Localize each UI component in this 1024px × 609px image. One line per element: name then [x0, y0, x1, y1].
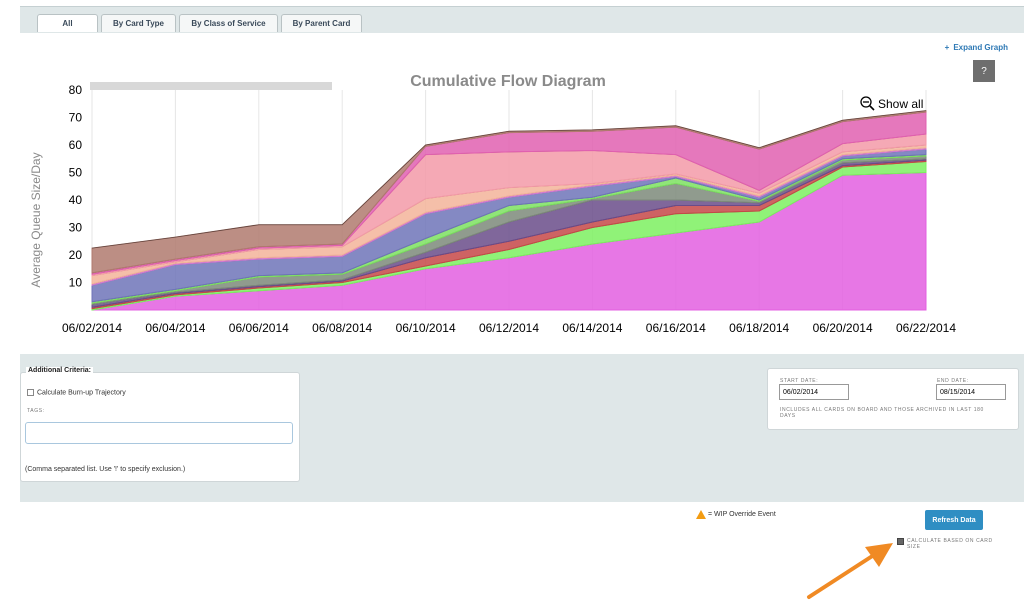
x-tick-label: 06/20/2014 [813, 321, 873, 335]
chart-title: Cumulative Flow Diagram [410, 73, 606, 90]
show-all-label: Show all [878, 97, 923, 111]
y-axis-label: Average Queue Size/Day [29, 152, 43, 287]
card-size-option[interactable]: CALCULATE BASED ON CARD SIZE [897, 538, 1007, 550]
y-tick-label: 40 [69, 193, 83, 207]
tab-by-card-type[interactable]: By Card Type [101, 14, 176, 32]
x-tick-label: 06/06/2014 [229, 321, 289, 335]
end-date-label: END DATE: [937, 378, 969, 384]
tab-all[interactable]: All [37, 14, 98, 32]
y-tick-label: 30 [69, 221, 83, 235]
expand-graph-link[interactable]: + Expand Graph [945, 43, 1008, 52]
cumulative-flow-chart: Cumulative Flow Diagram Average Queue Si… [29, 73, 956, 335]
card-size-checkbox[interactable] [897, 538, 904, 545]
burnup-label: Calculate Burn-up Trajectory [37, 389, 126, 397]
plus-icon: + [944, 43, 950, 52]
expand-graph-label: Expand Graph [953, 43, 1008, 52]
end-date-input[interactable]: 08/15/2014 [936, 384, 1006, 400]
burnup-checkbox[interactable] [27, 389, 34, 396]
range-scroller[interactable] [90, 82, 332, 90]
burnup-option[interactable]: Calculate Burn-up Trajectory [27, 389, 126, 396]
y-tick-label: 70 [69, 111, 83, 125]
tags-hint: (Comma separated list. Use '!' to specif… [25, 466, 186, 473]
wip-legend-label: = WIP Override Event [708, 511, 776, 518]
x-tick-label: 06/16/2014 [646, 321, 706, 335]
annotation-arrow-icon [807, 543, 893, 599]
show-all-button[interactable]: Show all [860, 96, 923, 111]
y-tick-label: 20 [69, 248, 83, 262]
tags-label: TAGS: [27, 408, 45, 414]
series-line-11 [91, 110, 927, 249]
start-date-input[interactable]: 06/02/2014 [779, 384, 849, 400]
y-tick-label: 80 [69, 83, 83, 97]
start-date-label: START DATE: [780, 378, 819, 384]
x-tick-label: 06/14/2014 [562, 321, 622, 335]
x-tick-label: 06/10/2014 [396, 321, 456, 335]
x-tick-label: 06/12/2014 [479, 321, 539, 335]
zoom-out-icon [860, 96, 872, 108]
x-tick-label: 06/08/2014 [312, 321, 372, 335]
card-size-label: CALCULATE BASED ON CARD SIZE [907, 538, 993, 550]
x-tick-label: 06/02/2014 [62, 321, 122, 335]
y-tick-label: 50 [69, 166, 83, 180]
help-button[interactable]: ? [973, 60, 995, 82]
tags-input[interactable] [25, 422, 293, 444]
wip-legend: = WIP Override Event [696, 510, 776, 519]
x-tick-label: 06/18/2014 [729, 321, 789, 335]
x-tick-label: 06/22/2014 [896, 321, 956, 335]
y-tick-label: 10 [69, 276, 83, 290]
series-area-11 [91, 110, 927, 274]
y-tick-label: 60 [69, 138, 83, 152]
refresh-data-button[interactable]: Refresh Data [925, 510, 983, 530]
x-tick-label: 06/04/2014 [145, 321, 205, 335]
date-range-note: INCLUDES ALL CARDS ON BOARD AND THOSE AR… [780, 407, 984, 419]
criteria-title: Additional Criteria: [26, 367, 94, 374]
tab-by-parent-card[interactable]: By Parent Card [281, 14, 362, 32]
warning-icon [696, 510, 706, 519]
tab-by-class-of-service[interactable]: By Class of Service [179, 14, 278, 32]
